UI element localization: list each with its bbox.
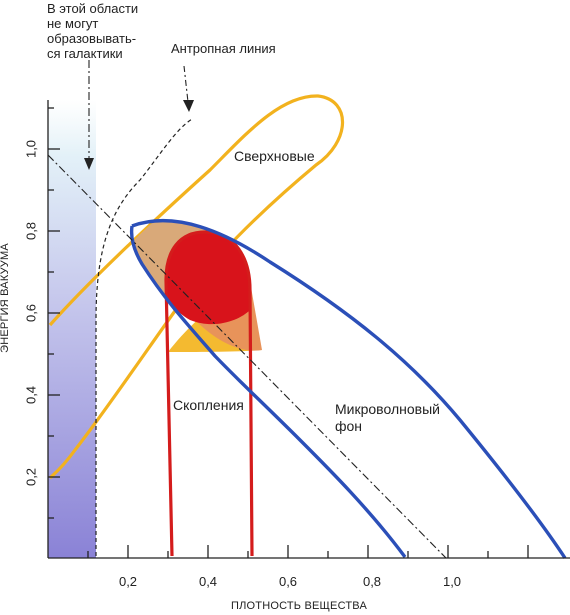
- microwave-label-line-1: Микроволновый: [335, 401, 440, 417]
- supernovae-label: Сверхновые: [234, 148, 315, 164]
- y-tick-label: 0,6: [23, 303, 39, 323]
- forbidden-zone-note-line-1: В этой области: [47, 1, 139, 16]
- forbidden-zone-note-line-3: образовывать-: [47, 31, 137, 46]
- y-tick-label: 0,4: [23, 385, 39, 405]
- y-ticks: [48, 107, 60, 519]
- forbidden-zone-arrow-head: [84, 158, 94, 170]
- x-tick-label: 0,6: [278, 574, 298, 589]
- anthropic-arrow: [183, 65, 189, 103]
- x-tick-label: 0,2: [118, 574, 138, 589]
- forbidden-zone-note-line-2: не могут: [47, 16, 99, 31]
- x-tick-label: 0,4: [198, 574, 218, 589]
- clusters-region: [164, 230, 254, 557]
- flat-universe-line: [47, 154, 447, 559]
- supernovae-region: [48, 94, 345, 480]
- y-tick-label: 0,2: [23, 467, 39, 487]
- forbidden-zone: [48, 100, 96, 558]
- microwave-region: [129, 218, 567, 559]
- x-axis-title: ПЛОТНОСТЬ ВЕЩЕСТВА: [231, 600, 368, 612]
- clusters-label: Скопления: [173, 397, 244, 413]
- x-ticks: [87, 545, 529, 558]
- anthropic-line-label: Антропная линия: [171, 41, 276, 56]
- x-tick-label: 0,8: [362, 574, 382, 589]
- x-tick-label: 1,0: [442, 574, 462, 589]
- forbidden-zone-note-line-4: ся галактики: [47, 46, 123, 61]
- y-axis-title: ЭНЕРГИЯ ВАКУУМА: [0, 243, 11, 353]
- clusters-overlap-fill: [166, 232, 250, 325]
- anthropic-arrow-head: [183, 100, 194, 112]
- anthropic-line: [95, 118, 193, 556]
- microwave-label-line-2: фон: [335, 418, 363, 434]
- y-tick-label: 0,8: [23, 221, 39, 241]
- forbidden-zone-note: В этой области не могут образовывать- ся…: [47, 1, 138, 61]
- y-tick-label: 1,0: [23, 139, 39, 159]
- microwave-label: Микроволновый фон: [335, 401, 440, 435]
